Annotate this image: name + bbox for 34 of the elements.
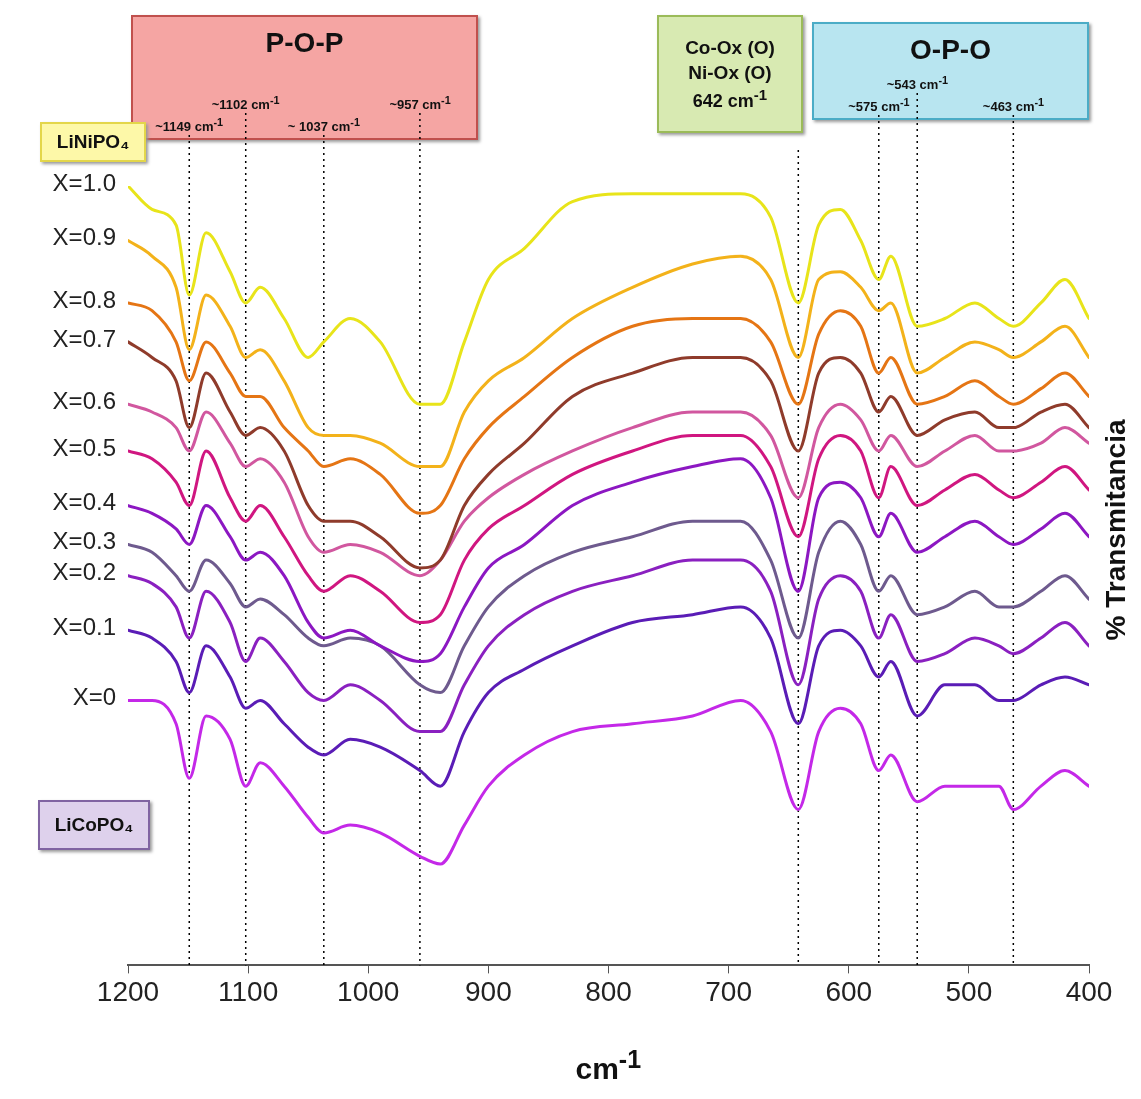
x-tick-label: 600: [825, 975, 873, 1007]
x-tick-label: 800: [585, 975, 632, 1007]
series-label: X=0.6: [52, 386, 116, 414]
y-axis-title: % Transmitancia: [1099, 419, 1132, 641]
series-label: X=0.7: [52, 324, 116, 352]
x-tick-label: 500: [945, 975, 993, 1007]
ref-line-label: ~1149 cm$^{-1}$: [155, 116, 224, 135]
ref-line-label: ~1102 cm$^{-1}$: [211, 94, 280, 113]
x-tick-label: 900: [465, 975, 512, 1007]
x-tick-label: 1000: [337, 975, 400, 1007]
label-box: Co-Ox (O) Ni-Ox (O) 642 cm$^{-1}$: [657, 15, 803, 133]
ref-line-label: ~ 1037 cm$^{-1}$: [287, 116, 360, 135]
ref-line-label: ~463 cm$^{-1}$: [982, 96, 1045, 115]
series-label: X=0.3: [52, 527, 116, 555]
x-tick-label: 400: [1065, 975, 1113, 1007]
label-box: LiNiPO₄: [40, 122, 146, 162]
series-label: X=0.2: [52, 558, 116, 586]
x-tick-label: 700: [705, 975, 752, 1007]
series-label: X=0.4: [52, 488, 116, 516]
series-label: X=1.0: [52, 168, 116, 196]
x-tick-label: 1100: [218, 975, 279, 1007]
label-box: LiCoPO₄: [38, 800, 150, 850]
ref-line-label: 642 cm$^{-1}$: [692, 85, 768, 112]
ref-line-label: ~543 cm$^{-1}$: [886, 74, 949, 93]
series-label: X=0: [72, 683, 116, 711]
annotation: LiCoPO₄: [54, 812, 134, 837]
ref-line-label: ~575 cm$^{-1}$: [848, 96, 910, 115]
series-label: X=0.5: [52, 433, 116, 461]
series-label: X=0.9: [52, 223, 116, 251]
series-label: X=0.8: [52, 285, 116, 313]
ref-line-label: ~957 cm$^{-1}$: [389, 94, 451, 113]
x-tick-label: 1200: [96, 975, 160, 1007]
series-label: X=0.1: [52, 612, 116, 640]
x-axis-title: cm$^{-1}$: [575, 1045, 642, 1086]
